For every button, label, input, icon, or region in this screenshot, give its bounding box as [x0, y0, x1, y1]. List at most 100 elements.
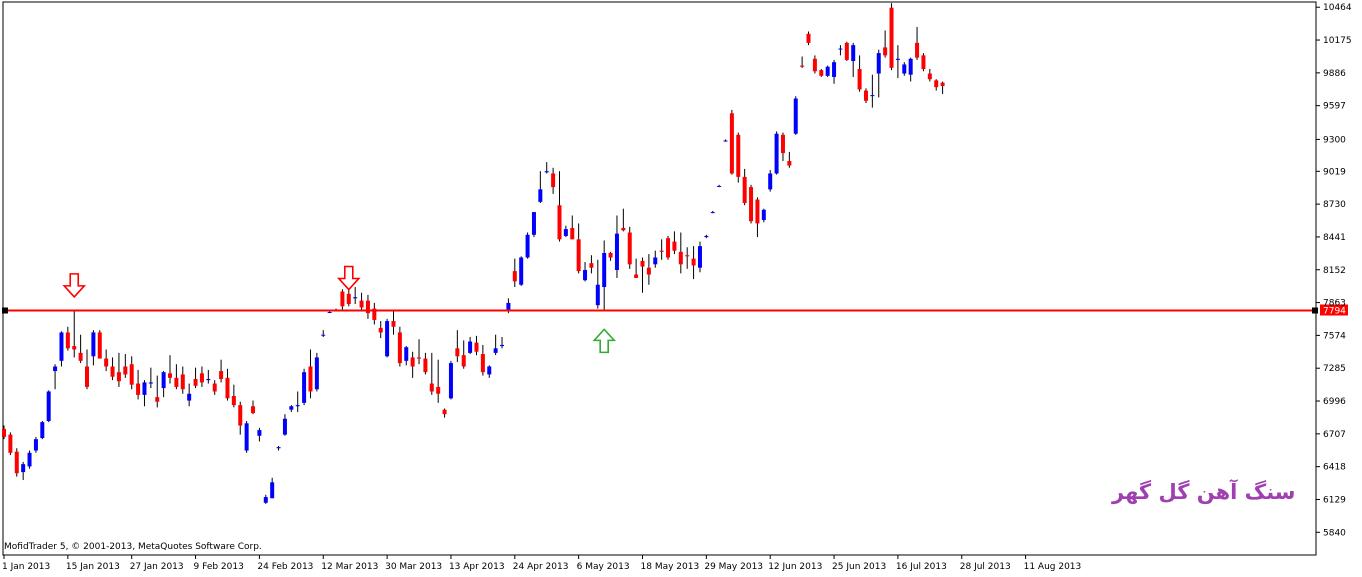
candle [876, 49, 881, 98]
candle-body [53, 366, 58, 372]
candle [793, 96, 798, 135]
candle-body [391, 321, 396, 327]
candle [710, 210, 715, 214]
candle-body [927, 73, 932, 80]
candle-body [365, 300, 370, 314]
candle [455, 330, 460, 362]
candle-body [46, 391, 51, 422]
y-tick-label: 9597 [1323, 102, 1346, 112]
candle-body [359, 300, 364, 308]
candle [883, 30, 888, 58]
candle [755, 197, 760, 238]
candle [65, 326, 70, 351]
candle [72, 309, 77, 358]
candle-body [621, 227, 626, 231]
candle [321, 330, 326, 337]
y-tick-label: 5840 [1323, 528, 1346, 538]
y-axis: 5840 6129 6418 6707 6996 7285 7574 7863 8152 8441… [1316, 3, 1352, 538]
candle-body [768, 173, 773, 190]
x-tick-label: 18 May 2013 [641, 562, 700, 572]
y-tick-label: 8730 [1323, 200, 1346, 210]
candle-body [2, 428, 6, 437]
candle [346, 289, 351, 307]
candle-body [915, 42, 920, 58]
candle-body [710, 212, 715, 214]
candle [385, 318, 390, 358]
candle [736, 132, 741, 183]
candle-body [659, 250, 664, 252]
candle-body [8, 434, 13, 453]
candle [493, 334, 498, 356]
candle [257, 427, 262, 442]
candle [40, 421, 45, 440]
copyright-text: MofidTrader 5, © 2001-2013, MetaQuotes S… [4, 542, 262, 552]
candle-body [116, 372, 121, 382]
candle-body [378, 327, 383, 333]
candle-body [717, 185, 722, 187]
candle [653, 250, 658, 268]
candle [768, 170, 773, 192]
candle-body [640, 260, 645, 267]
candle [761, 208, 766, 223]
candle-body [251, 406, 256, 414]
candle-body [353, 297, 358, 299]
candle [27, 450, 32, 469]
candle [774, 131, 779, 175]
candle-body [755, 199, 760, 224]
y-tick-label: 6129 [1323, 495, 1346, 505]
candle-body [397, 332, 402, 364]
candle-body [627, 232, 632, 265]
candle-body [487, 366, 492, 375]
candle [372, 302, 377, 325]
candle-body [110, 366, 115, 377]
x-tick-label: 30 Mar 2013 [385, 562, 442, 572]
candle-body [793, 98, 798, 134]
candle-body [276, 447, 281, 449]
candle-body [72, 346, 77, 350]
candle-body [940, 82, 945, 87]
x-tick-label: 16 Jul 2013 [896, 562, 947, 572]
candle-body [691, 258, 696, 266]
x-tick-label: 1 Jan 2013 [2, 562, 50, 572]
candle [921, 53, 926, 72]
x-tick-label: 12 Mar 2013 [321, 562, 378, 572]
candle-body [742, 176, 747, 203]
candle [908, 57, 913, 82]
candle-body [525, 234, 530, 258]
candle-body [563, 229, 568, 236]
candle [468, 336, 473, 355]
candle-body [263, 497, 268, 503]
candle-body [59, 332, 64, 361]
candle-body [889, 7, 894, 68]
candle-body [500, 344, 505, 347]
y-tick-label: 9019 [1323, 167, 1346, 177]
candle [289, 405, 294, 412]
candle-body [282, 418, 287, 435]
candle [659, 239, 664, 260]
candle-body [372, 308, 377, 320]
y-tick-label: 7863 [1323, 299, 1346, 309]
candle [531, 212, 536, 238]
candle [844, 41, 849, 62]
candle-body [187, 393, 192, 401]
candle-body [666, 238, 671, 258]
candle-body [257, 430, 262, 436]
candle [678, 232, 683, 274]
candle-body [576, 239, 581, 272]
price-level-label-bg [1320, 304, 1348, 316]
candle [174, 364, 179, 390]
candle-body [14, 451, 19, 474]
candle [602, 240, 607, 310]
candle-body [225, 377, 230, 399]
x-tick-label: 12 Jun 2013 [768, 562, 822, 572]
candle-body [461, 355, 466, 367]
candle-body [749, 187, 754, 222]
y-tick-label: 7574 [1323, 331, 1346, 341]
x-tick-label: 6 May 2013 [577, 562, 630, 572]
level-right-handle [1312, 307, 1318, 314]
down-arrow-icon [62, 273, 87, 299]
candle [276, 445, 281, 451]
candle [557, 171, 562, 242]
candle-body [148, 382, 153, 384]
candle [97, 330, 102, 359]
